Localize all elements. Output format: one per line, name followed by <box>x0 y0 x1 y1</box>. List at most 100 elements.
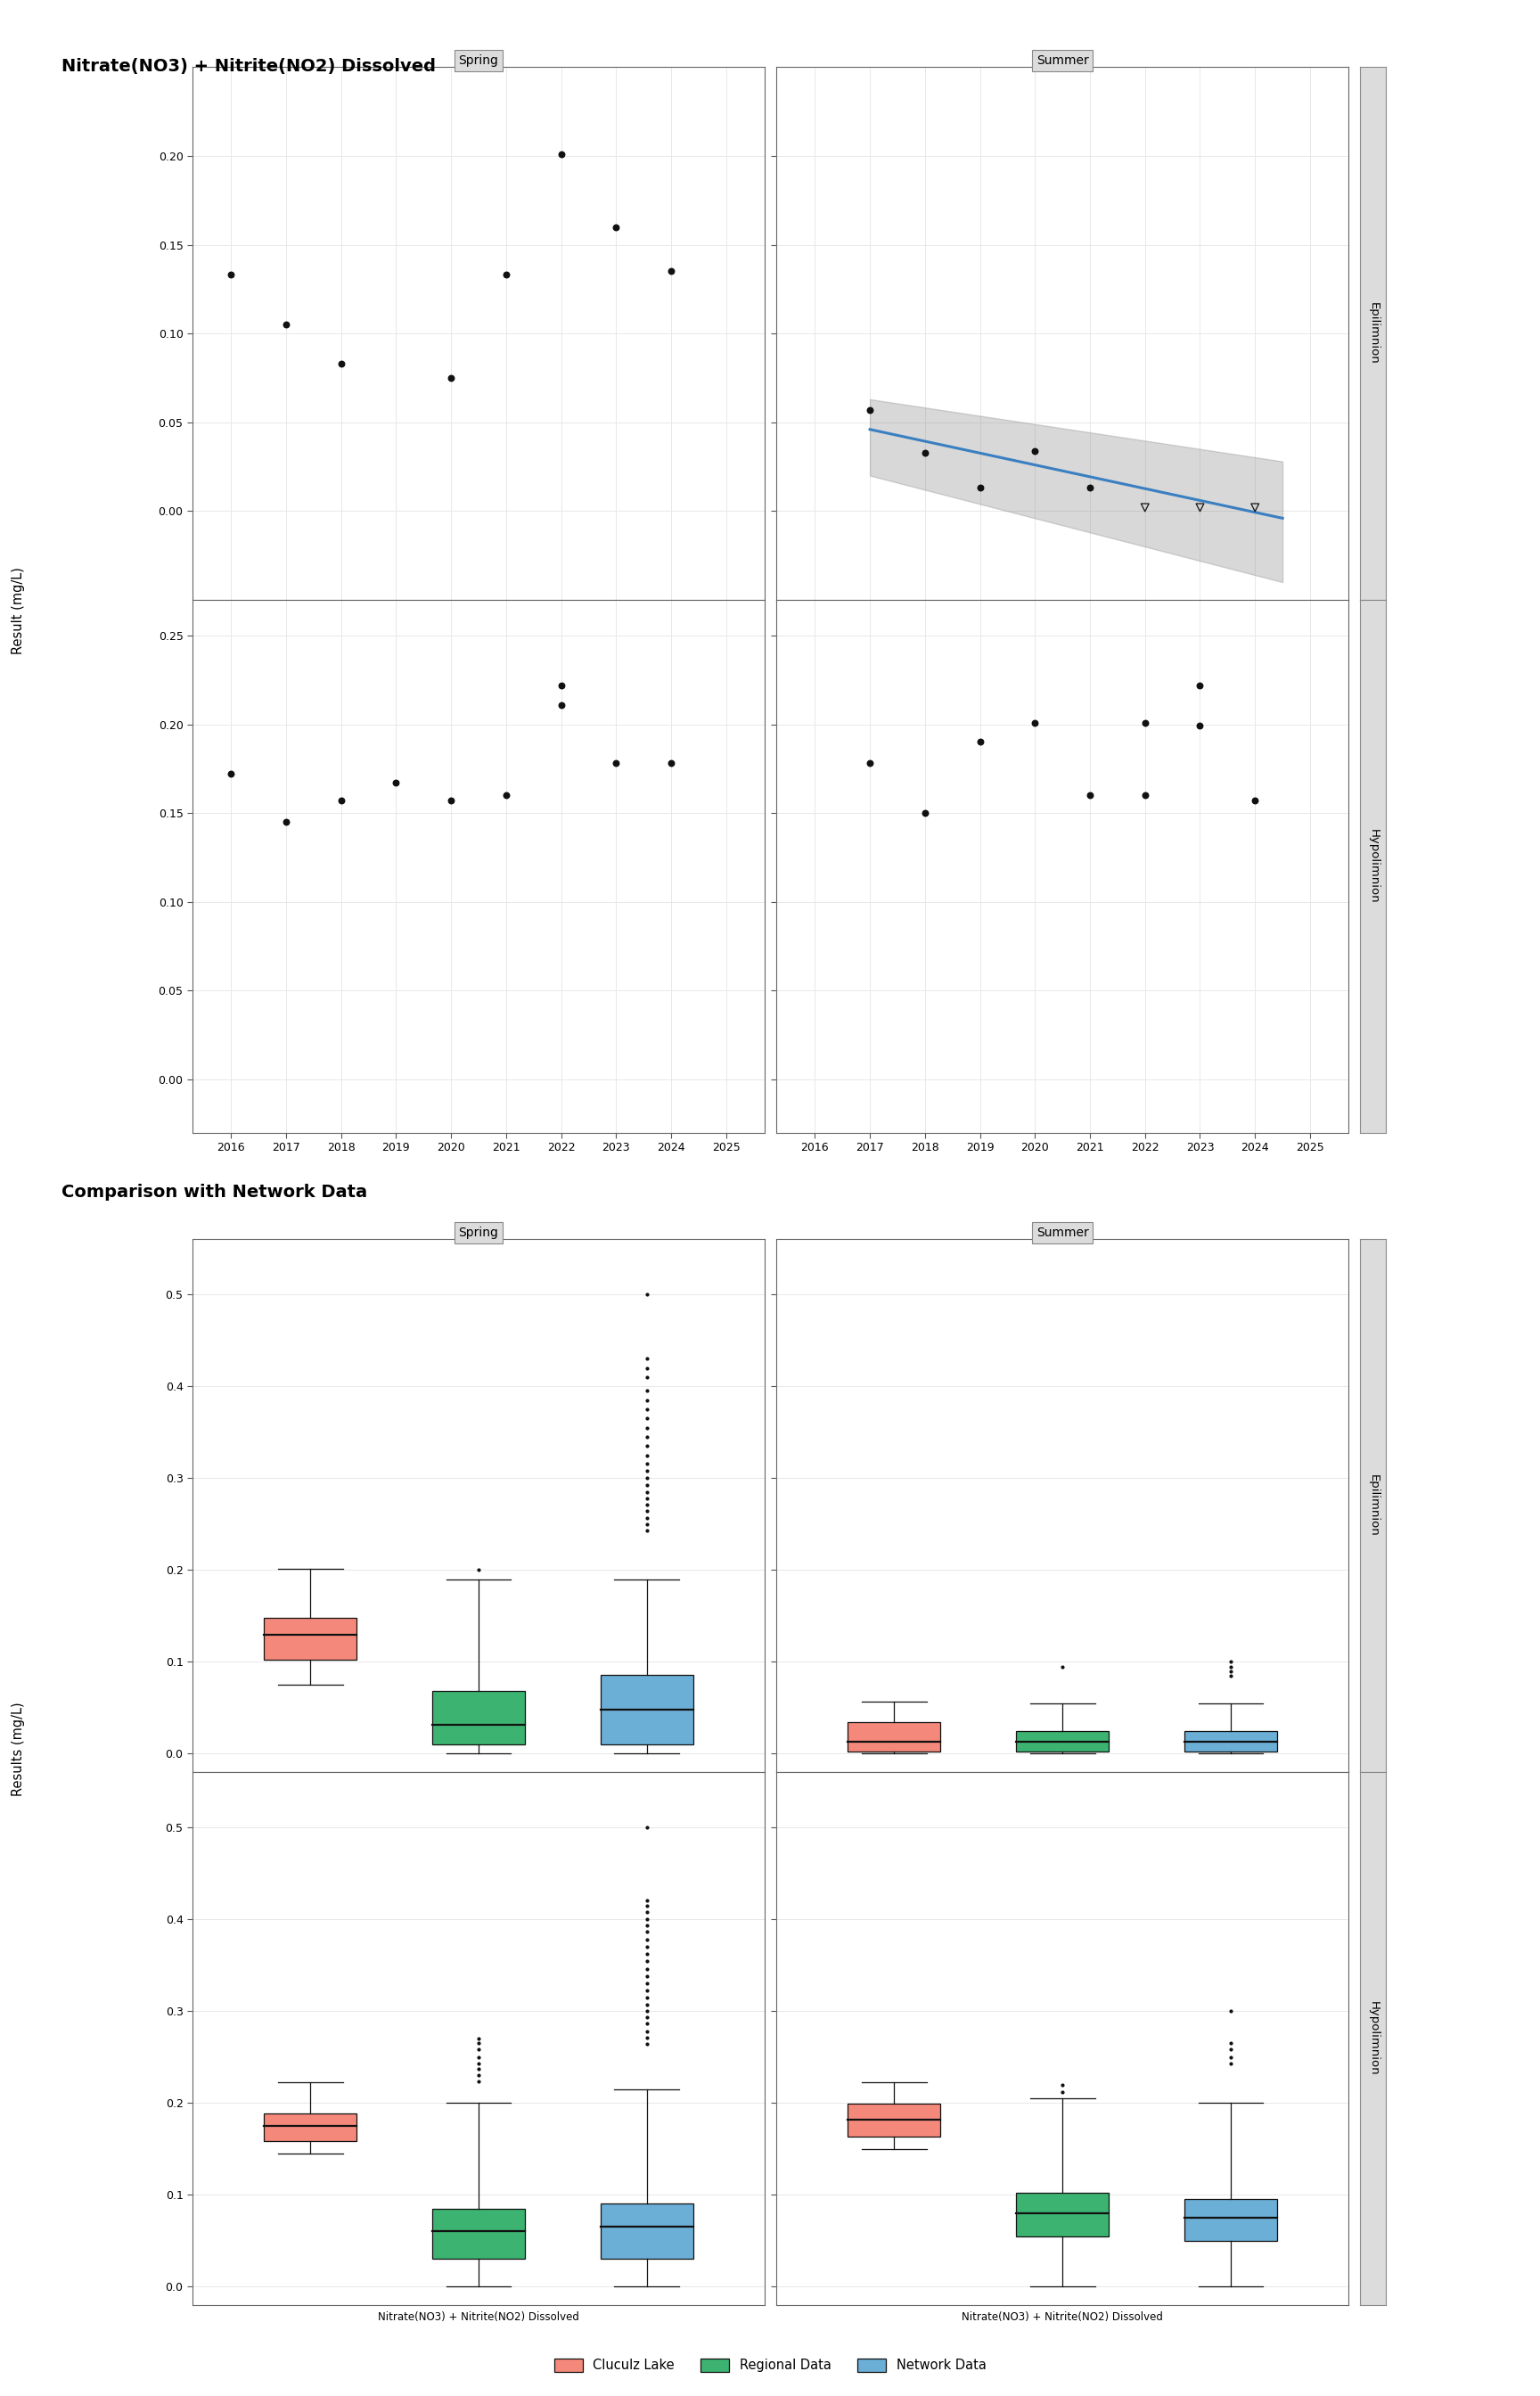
Point <box>634 1505 659 1543</box>
Point <box>634 1399 659 1438</box>
Bar <box>1184 2200 1277 2240</box>
Point <box>1218 1656 1243 1694</box>
Point <box>467 2020 491 2058</box>
Point <box>634 1359 659 1397</box>
Point <box>439 359 464 398</box>
Point <box>219 755 243 793</box>
Point <box>1023 431 1047 470</box>
Point <box>634 1339 659 1378</box>
Point <box>328 345 353 383</box>
Point <box>634 1349 659 1387</box>
Point <box>634 1459 659 1498</box>
Title: Summer: Summer <box>1036 55 1089 67</box>
Point <box>467 2063 491 2101</box>
Point <box>274 304 299 343</box>
X-axis label: Nitrate(NO3) + Nitrite(NO2) Dissolved: Nitrate(NO3) + Nitrite(NO2) Dissolved <box>962 2312 1163 2322</box>
Point <box>1218 2037 1243 2075</box>
Text: Hypolimnion: Hypolimnion <box>1368 2001 1378 2075</box>
Bar <box>263 1617 357 1660</box>
Text: Epilimnion: Epilimnion <box>1368 1474 1378 1536</box>
Point <box>634 1907 659 1946</box>
Point <box>1218 1651 1243 1689</box>
Point <box>634 1972 659 2010</box>
Point <box>219 256 243 295</box>
Point <box>1050 2073 1075 2111</box>
Text: Epilimnion: Epilimnion <box>1368 302 1378 364</box>
Point <box>604 208 628 247</box>
Legend: Cluculz Lake, Regional Data, Network Data: Cluculz Lake, Regional Data, Network Dat… <box>548 2353 992 2377</box>
Point <box>328 781 353 819</box>
Point <box>1132 776 1157 815</box>
Point <box>634 1390 659 1428</box>
Point <box>913 793 938 831</box>
Text: Results (mg/L): Results (mg/L) <box>12 1701 25 1797</box>
Point <box>494 776 519 815</box>
Bar <box>601 2204 693 2259</box>
Point <box>634 1380 659 1418</box>
Bar <box>601 1675 693 1744</box>
Point <box>634 1912 659 1950</box>
Point <box>634 1498 659 1536</box>
Title: Summer: Summer <box>1036 1227 1089 1239</box>
Point <box>634 1478 659 1517</box>
Point <box>1218 2029 1243 2068</box>
Title: Spring: Spring <box>459 55 499 67</box>
Point <box>634 1893 659 1931</box>
Point <box>634 2005 659 2044</box>
Point <box>1243 781 1267 819</box>
Point <box>548 685 573 724</box>
Bar <box>433 1692 525 1744</box>
Point <box>913 434 938 472</box>
X-axis label: Nitrate(NO3) + Nitrite(NO2) Dissolved: Nitrate(NO3) + Nitrite(NO2) Dissolved <box>377 2312 579 2322</box>
Text: Nitrate(NO3) + Nitrite(NO2) Dissolved: Nitrate(NO3) + Nitrite(NO2) Dissolved <box>62 58 436 74</box>
Text: Hypolimnion: Hypolimnion <box>1368 829 1378 903</box>
Point <box>634 1926 659 1965</box>
Point <box>1050 1648 1075 1687</box>
Point <box>634 1881 659 1919</box>
Point <box>548 666 573 704</box>
Point <box>634 1409 659 1447</box>
Point <box>1218 1991 1243 2029</box>
Bar <box>1184 1730 1277 1751</box>
Point <box>634 1418 659 1457</box>
Point <box>967 470 992 508</box>
Point <box>467 2025 491 2063</box>
Point <box>634 1979 659 2017</box>
Point <box>634 1445 659 1483</box>
Point <box>1187 666 1212 704</box>
Point <box>1132 489 1157 527</box>
Point <box>634 2025 659 2063</box>
Point <box>1187 489 1212 527</box>
Point <box>634 1965 659 2003</box>
Point <box>634 1950 659 1989</box>
Point <box>967 724 992 762</box>
Title: Spring: Spring <box>459 1227 499 1239</box>
Point <box>634 1275 659 1313</box>
Point <box>1218 2044 1243 2082</box>
Point <box>634 1919 659 1958</box>
Point <box>383 764 408 803</box>
Point <box>634 1474 659 1512</box>
Point <box>1218 1644 1243 1682</box>
Point <box>548 134 573 173</box>
Point <box>858 391 882 429</box>
Point <box>604 745 628 783</box>
Point <box>1050 2065 1075 2104</box>
Point <box>1218 1648 1243 1687</box>
Point <box>634 1900 659 1938</box>
Point <box>634 1512 659 1550</box>
Point <box>634 1435 659 1474</box>
Point <box>1078 470 1103 508</box>
Point <box>1218 2025 1243 2063</box>
Point <box>659 745 684 783</box>
Point <box>634 1428 659 1466</box>
Point <box>634 2013 659 2051</box>
Text: Result (mg/L): Result (mg/L) <box>12 568 25 654</box>
Bar <box>1016 1730 1109 1751</box>
Bar <box>849 1723 941 1751</box>
Point <box>467 2044 491 2082</box>
Point <box>634 1936 659 1974</box>
Point <box>467 2049 491 2087</box>
Point <box>634 1958 659 1996</box>
Point <box>634 1986 659 2025</box>
